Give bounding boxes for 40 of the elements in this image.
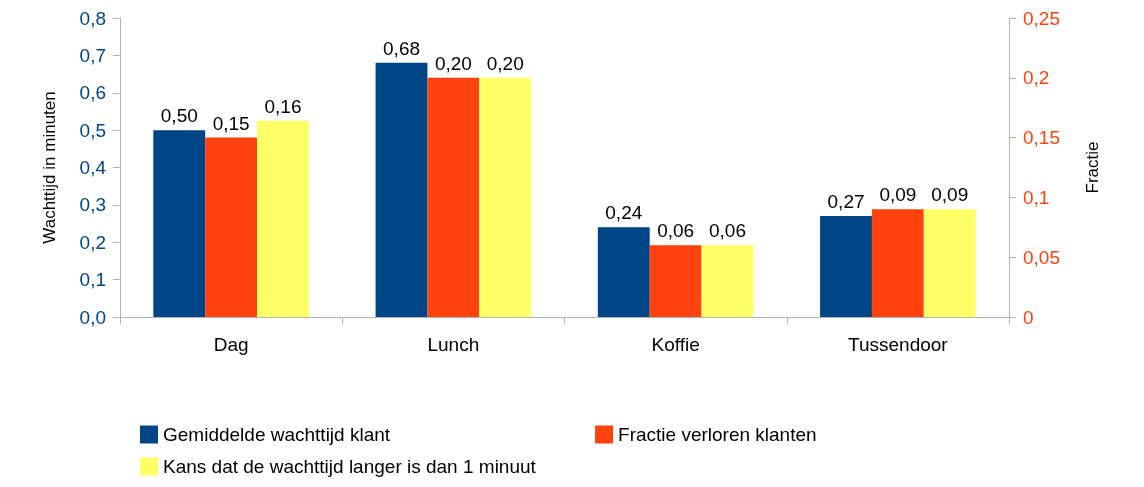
y-tick-label: 0,0: [79, 306, 106, 328]
y-tick-label: 0,3: [79, 194, 106, 216]
x-tick-label: Tussendoor: [848, 334, 949, 355]
data-label: 0,06: [708, 220, 746, 242]
legend-label: Kans dat de wachttijd langer is dan 1 minuut: [163, 456, 537, 477]
y-tick-label: 0,8: [79, 7, 106, 29]
bar: [923, 209, 976, 317]
y2-tick-label: 0,15: [1023, 127, 1060, 149]
data-label: 0,16: [264, 95, 302, 117]
x-tick-label: Dag: [213, 334, 249, 355]
y2-axis-title: Fractie: [1083, 141, 1102, 194]
bar: [257, 120, 309, 317]
legend-label: Fractie verloren klanten: [618, 424, 817, 445]
y2-tick-label: 0: [1023, 306, 1034, 328]
y-tick-label: 0,5: [79, 119, 106, 141]
x-tick-label: Lunch: [427, 334, 480, 355]
data-label: 0,09: [931, 184, 969, 206]
y-tick-label: 0,7: [79, 44, 106, 66]
y-tick-label: 0,4: [79, 157, 107, 178]
data-label: 0,27: [827, 191, 865, 213]
y2-tick-label: 0,25: [1023, 7, 1060, 29]
bar: [479, 77, 532, 317]
legend-label: Gemiddelde wachttijd klant: [163, 424, 391, 445]
y2-tick-label: 0,05: [1023, 246, 1060, 268]
data-label: 0,68: [383, 37, 421, 59]
data-label: 0,20: [434, 52, 472, 74]
y-axis-title: Wachttijd in minuten: [40, 91, 59, 244]
bar: [701, 245, 754, 317]
x-tick-label: Koffie: [651, 334, 700, 355]
data-label: 0,50: [160, 105, 198, 127]
data-label: 0,06: [657, 220, 695, 242]
data-label: 0,24: [605, 202, 643, 224]
y-tick-label: 0,2: [79, 231, 106, 253]
data-label: 0,09: [879, 184, 917, 206]
y2-tick-label: 0,2: [1023, 67, 1050, 89]
y-tick-label: 0,1: [79, 269, 106, 291]
y-tick-label: 0,6: [79, 82, 106, 104]
data-label: 0,15: [212, 112, 250, 134]
y2-tick-label: 0,1: [1023, 186, 1050, 208]
data-label: 0,20: [486, 52, 524, 74]
